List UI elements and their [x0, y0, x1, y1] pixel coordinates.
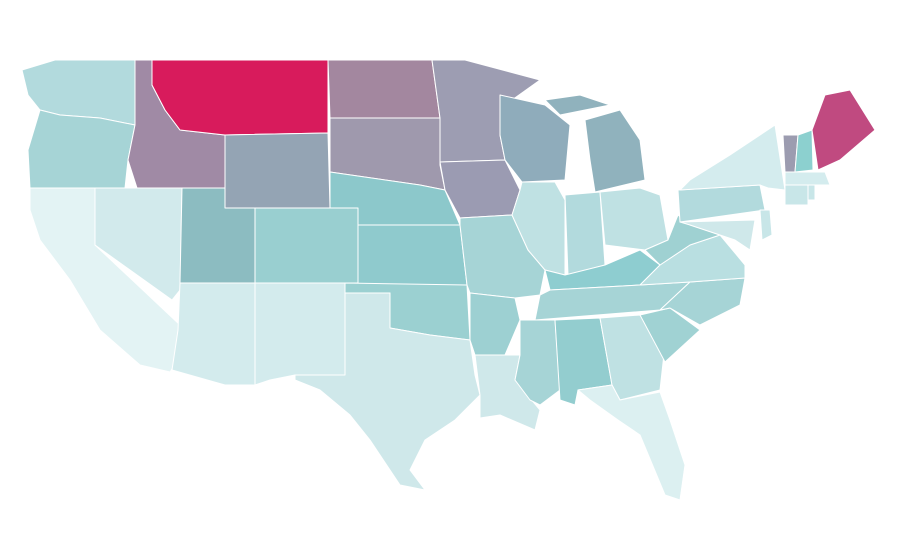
state-region	[544, 94, 611, 116]
state-region	[171, 282, 256, 386]
state-region	[577, 384, 686, 501]
state-region	[679, 219, 756, 251]
state-region	[784, 184, 809, 206]
state-region	[224, 132, 331, 209]
state-region	[357, 224, 468, 286]
state-region	[599, 187, 669, 251]
state-region	[807, 184, 816, 201]
state-region	[564, 191, 606, 276]
state-region	[784, 171, 831, 186]
state-region	[254, 207, 359, 284]
state-region	[584, 109, 646, 193]
state-region	[327, 59, 441, 119]
state-region	[679, 124, 786, 191]
state-region	[499, 94, 571, 183]
state-region	[677, 184, 766, 223]
state-region	[254, 282, 346, 386]
state-region	[759, 209, 773, 241]
state-region	[27, 109, 136, 189]
state-region	[294, 292, 481, 491]
state-region	[151, 59, 329, 136]
state-region	[794, 129, 814, 173]
state-region	[811, 89, 876, 171]
state-region	[469, 292, 521, 356]
